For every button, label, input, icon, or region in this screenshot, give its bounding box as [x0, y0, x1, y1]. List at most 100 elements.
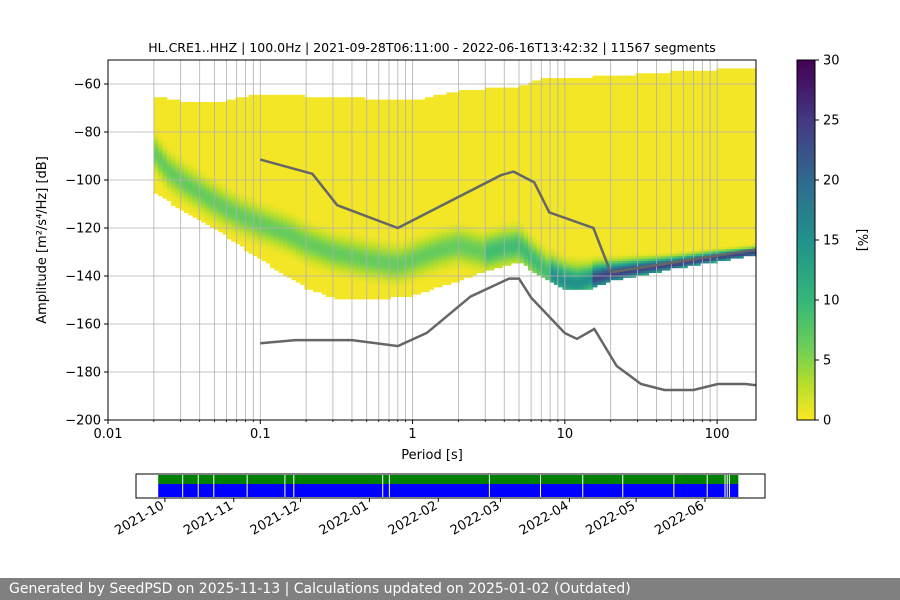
- heatmap-column: [188, 102, 194, 216]
- heatmap-cell: [300, 104, 305, 108]
- heatmap-cell: [373, 224, 379, 228]
- heatmap-cell: [416, 282, 422, 285]
- heatmap-cell: [248, 169, 254, 173]
- heatmap-cell: [433, 284, 439, 288]
- heatmap-cell: [399, 238, 404, 242]
- heatmap-cell: [308, 104, 314, 108]
- heatmap-cell: [295, 272, 301, 276]
- heatmap-cell: [291, 102, 297, 105]
- heatmap-cell: [343, 277, 348, 281]
- heatmap-cell: [274, 243, 280, 247]
- heatmap-cell: [269, 121, 275, 125]
- heatmap-cell: [450, 150, 456, 153]
- heatmap-cell: [399, 195, 404, 199]
- heatmap-cell: [166, 118, 172, 122]
- heatmap-cell: [390, 277, 396, 281]
- heatmap-cell: [308, 176, 314, 180]
- heatmap-cell: [252, 152, 258, 156]
- heatmap-cell: [162, 138, 168, 141]
- heatmap-cell: [355, 198, 361, 201]
- heatmap-cell: [450, 207, 456, 211]
- heatmap-cell: [291, 109, 297, 113]
- heatmap-cell: [205, 166, 211, 170]
- heatmap-cell: [429, 205, 435, 209]
- heatmap-cell: [433, 169, 439, 173]
- heatmap-cell: [166, 169, 172, 173]
- heatmap-cell: [368, 214, 374, 218]
- heatmap-cell: [244, 154, 250, 158]
- heatmap-cell: [231, 205, 237, 209]
- heatmap-cell: [420, 202, 426, 206]
- heatmap-cell: [347, 111, 353, 115]
- heatmap-cell: [214, 212, 219, 216]
- heatmap-cell: [381, 267, 387, 271]
- heatmap-cell: [338, 236, 344, 240]
- heatmap-cell: [158, 193, 164, 197]
- heatmap-cell: [399, 188, 404, 192]
- heatmap-cell: [300, 241, 305, 245]
- heatmap-cell: [429, 258, 435, 261]
- heatmap-cell: [347, 253, 353, 257]
- heatmap-cell: [231, 164, 237, 168]
- heatmap-cell: [347, 198, 353, 201]
- heatmap-cell: [355, 284, 361, 288]
- heatmap-cell: [295, 106, 301, 110]
- heatmap-cell: [175, 142, 181, 146]
- heatmap-cell: [278, 150, 284, 153]
- heatmap-cell: [183, 200, 189, 204]
- heatmap-cell: [162, 147, 168, 151]
- heatmap-cell: [360, 114, 366, 117]
- heatmap-cell: [394, 116, 400, 120]
- heatmap-cell: [252, 207, 258, 211]
- heatmap-cell: [312, 284, 318, 288]
- heatmap-cell: [269, 142, 275, 146]
- heatmap-cell: [261, 176, 267, 180]
- heatmap-cell: [394, 272, 400, 276]
- heatmap-cell: [373, 154, 379, 158]
- heatmap-cell: [269, 234, 275, 237]
- heatmap-cell: [390, 114, 396, 117]
- heatmap-cell: [183, 150, 189, 153]
- heatmap-cell: [394, 106, 400, 110]
- heatmap-cell: [269, 164, 275, 168]
- heatmap-cell: [399, 157, 404, 161]
- heatmap-cell: [222, 123, 228, 127]
- heatmap-cell: [386, 210, 391, 213]
- heatmap-cell: [291, 231, 297, 235]
- heatmap-cell: [433, 152, 439, 156]
- heatmap-cell: [179, 186, 185, 189]
- heatmap-cell: [231, 238, 237, 242]
- heatmap-cell: [317, 111, 323, 115]
- heatmap-column: [424, 97, 430, 293]
- heatmap-cell: [446, 181, 452, 185]
- heatmap-cell: [300, 267, 305, 271]
- heatmap-cell: [386, 277, 391, 281]
- heatmap-cell: [153, 97, 159, 101]
- heatmap-cell: [446, 169, 452, 173]
- heatmap-cell: [218, 214, 224, 218]
- heatmap-cell: [231, 150, 237, 153]
- heatmap-cell: [304, 234, 310, 237]
- heatmap-cell: [433, 121, 439, 125]
- heatmap-cell: [373, 289, 379, 293]
- heatmap-cell: [420, 162, 426, 165]
- heatmap-cell: [308, 138, 314, 141]
- heatmap-cell: [304, 195, 310, 199]
- heatmap-cell: [265, 205, 271, 209]
- heatmap-cell: [390, 150, 396, 153]
- heatmap-cell: [399, 176, 404, 180]
- heatmap-cell: [454, 279, 460, 283]
- heatmap-cell: [175, 193, 181, 197]
- heatmap-cell: [274, 147, 280, 151]
- heatmap-cell: [158, 157, 164, 161]
- heatmap-cell: [244, 138, 250, 141]
- heatmap-cell: [450, 200, 456, 204]
- heatmap-cell: [244, 116, 250, 120]
- heatmap-cell: [183, 169, 189, 173]
- heatmap-cell: [183, 202, 189, 206]
- heatmap-cell: [312, 248, 318, 252]
- heatmap-cell: [429, 219, 435, 223]
- heatmap-cell: [446, 190, 452, 194]
- heatmap-cell: [188, 176, 194, 180]
- heatmap-cell: [269, 246, 275, 249]
